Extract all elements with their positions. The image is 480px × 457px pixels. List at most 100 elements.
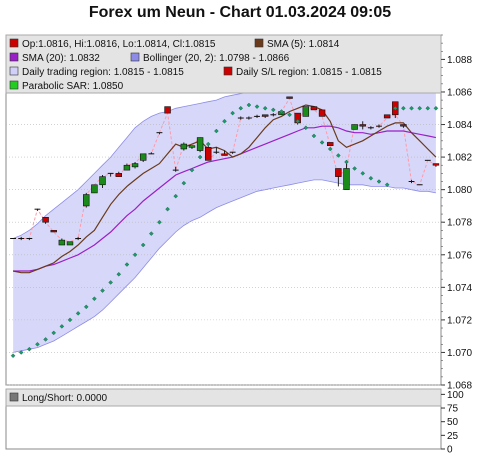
sar-point (173, 193, 178, 199)
long-short-label: Long/Short: 0.0000 (22, 393, 108, 404)
sar-point (352, 166, 357, 171)
parabolic-sar-layer (10, 102, 439, 358)
sar-point (392, 105, 398, 111)
y-tick-label: 1.070 (447, 348, 472, 359)
sar-point (59, 324, 65, 329)
sar-point (100, 288, 105, 293)
sar-point (303, 125, 309, 131)
legend-swatch-bollinger (130, 52, 140, 62)
legend-label-ohlc: Op:1.0816, Hi:1.0816, Lo:1.0814, Cl:1.08… (22, 39, 216, 50)
sar-point (27, 346, 32, 352)
sar-point (205, 141, 211, 147)
candle-down (432, 163, 440, 166)
sar-point (360, 171, 366, 176)
sar-point (149, 231, 154, 236)
sar-point (401, 105, 406, 111)
candle-down (335, 168, 342, 177)
candle-up (180, 143, 188, 150)
sar-point (51, 330, 57, 336)
candle-down (115, 173, 123, 177)
sar-point (116, 272, 122, 277)
candle-down (205, 147, 212, 161)
sar-point (157, 219, 162, 225)
legend-swatch-daily_sl (223, 66, 233, 76)
candle-up (83, 194, 90, 207)
candle-down (318, 109, 326, 117)
candle-up (139, 153, 147, 161)
sar-point (425, 105, 431, 111)
legend-box (5, 34, 442, 94)
sar-point (165, 206, 170, 212)
bollinger-lower-line (13, 179, 436, 353)
candle-up (351, 124, 358, 130)
candle-up (123, 164, 131, 171)
sar-point (279, 109, 284, 114)
candle-down (400, 124, 407, 127)
legend-swatch-daily_region (9, 66, 19, 76)
sar-point (132, 252, 138, 258)
chart-title: Forex um Neun - Chart 01.03.2024 09:05 (88, 4, 392, 21)
sar-point (311, 133, 317, 139)
sar-point (214, 128, 219, 134)
sub-y-tick-label: 100 (447, 390, 464, 401)
candle-down (42, 217, 49, 223)
legend-swatch-ohlc (9, 38, 19, 48)
sar-point (409, 105, 414, 111)
y-tick-label: 1.076 (447, 250, 472, 261)
sar-point (287, 112, 292, 118)
y-tick-label: 1.088 (447, 55, 472, 66)
sar-point (10, 353, 16, 358)
sar-point (384, 182, 390, 188)
legend-label-sar: Parabolic SAR: 1.0850 (22, 81, 124, 92)
sar-point (75, 311, 81, 316)
sub-y-tick-label: 0 (447, 445, 453, 456)
sar-point (43, 337, 48, 342)
sar-point (344, 159, 349, 165)
legend: Op:1.0816, Hi:1.0816, Lo:1.0814, Cl:1.08… (9, 38, 382, 92)
candle-down (383, 114, 391, 119)
y-tick-label: 1.080 (447, 185, 472, 196)
y-tick-label: 1.078 (447, 218, 472, 229)
candle-up (66, 241, 74, 246)
sar-point (189, 167, 195, 173)
sar-point (124, 262, 130, 267)
sar-point (197, 154, 203, 160)
legend-swatch-sma20 (9, 52, 19, 62)
sar-point (181, 180, 187, 186)
y-tick-label: 1.068 (447, 381, 472, 392)
sar-point (92, 296, 97, 302)
candle-up (302, 106, 310, 117)
sar-point (417, 105, 422, 111)
legend-swatch-sar (9, 80, 19, 90)
sma20-line (13, 125, 437, 272)
sar-point (368, 175, 374, 181)
sar-point (327, 146, 333, 152)
sar-point (433, 105, 439, 111)
legend-label-sma20: SMA (20): 1.0832 (22, 53, 100, 64)
sub-y-tick-label: 50 (447, 417, 459, 428)
legend-label-daily_region: Daily trading region: 1.0815 - 1.0815 (22, 67, 184, 78)
candle-down (221, 153, 228, 156)
candle-down (326, 142, 334, 146)
sar-point (336, 153, 341, 158)
candle-up (188, 145, 196, 148)
legend-label-sma5: SMA (5): 1.0814 (267, 39, 340, 50)
candle-up (196, 137, 204, 151)
y-axis-sub: 0 25 50 75 100 (441, 390, 464, 456)
sar-point (83, 304, 89, 310)
sar-point (319, 140, 325, 145)
sar-point (35, 342, 40, 347)
sar-point (230, 110, 235, 116)
sar-point (140, 242, 146, 248)
sar-point (254, 104, 260, 109)
sar-point (246, 102, 252, 108)
y-tick-label: 1.084 (447, 120, 472, 131)
y-tick-label: 1.082 (447, 153, 472, 164)
sar-point (271, 107, 276, 113)
candle-up (343, 168, 350, 190)
sar-point (67, 317, 73, 323)
candle-down (286, 96, 293, 99)
candle-up (131, 163, 139, 168)
sar-point (18, 350, 24, 355)
